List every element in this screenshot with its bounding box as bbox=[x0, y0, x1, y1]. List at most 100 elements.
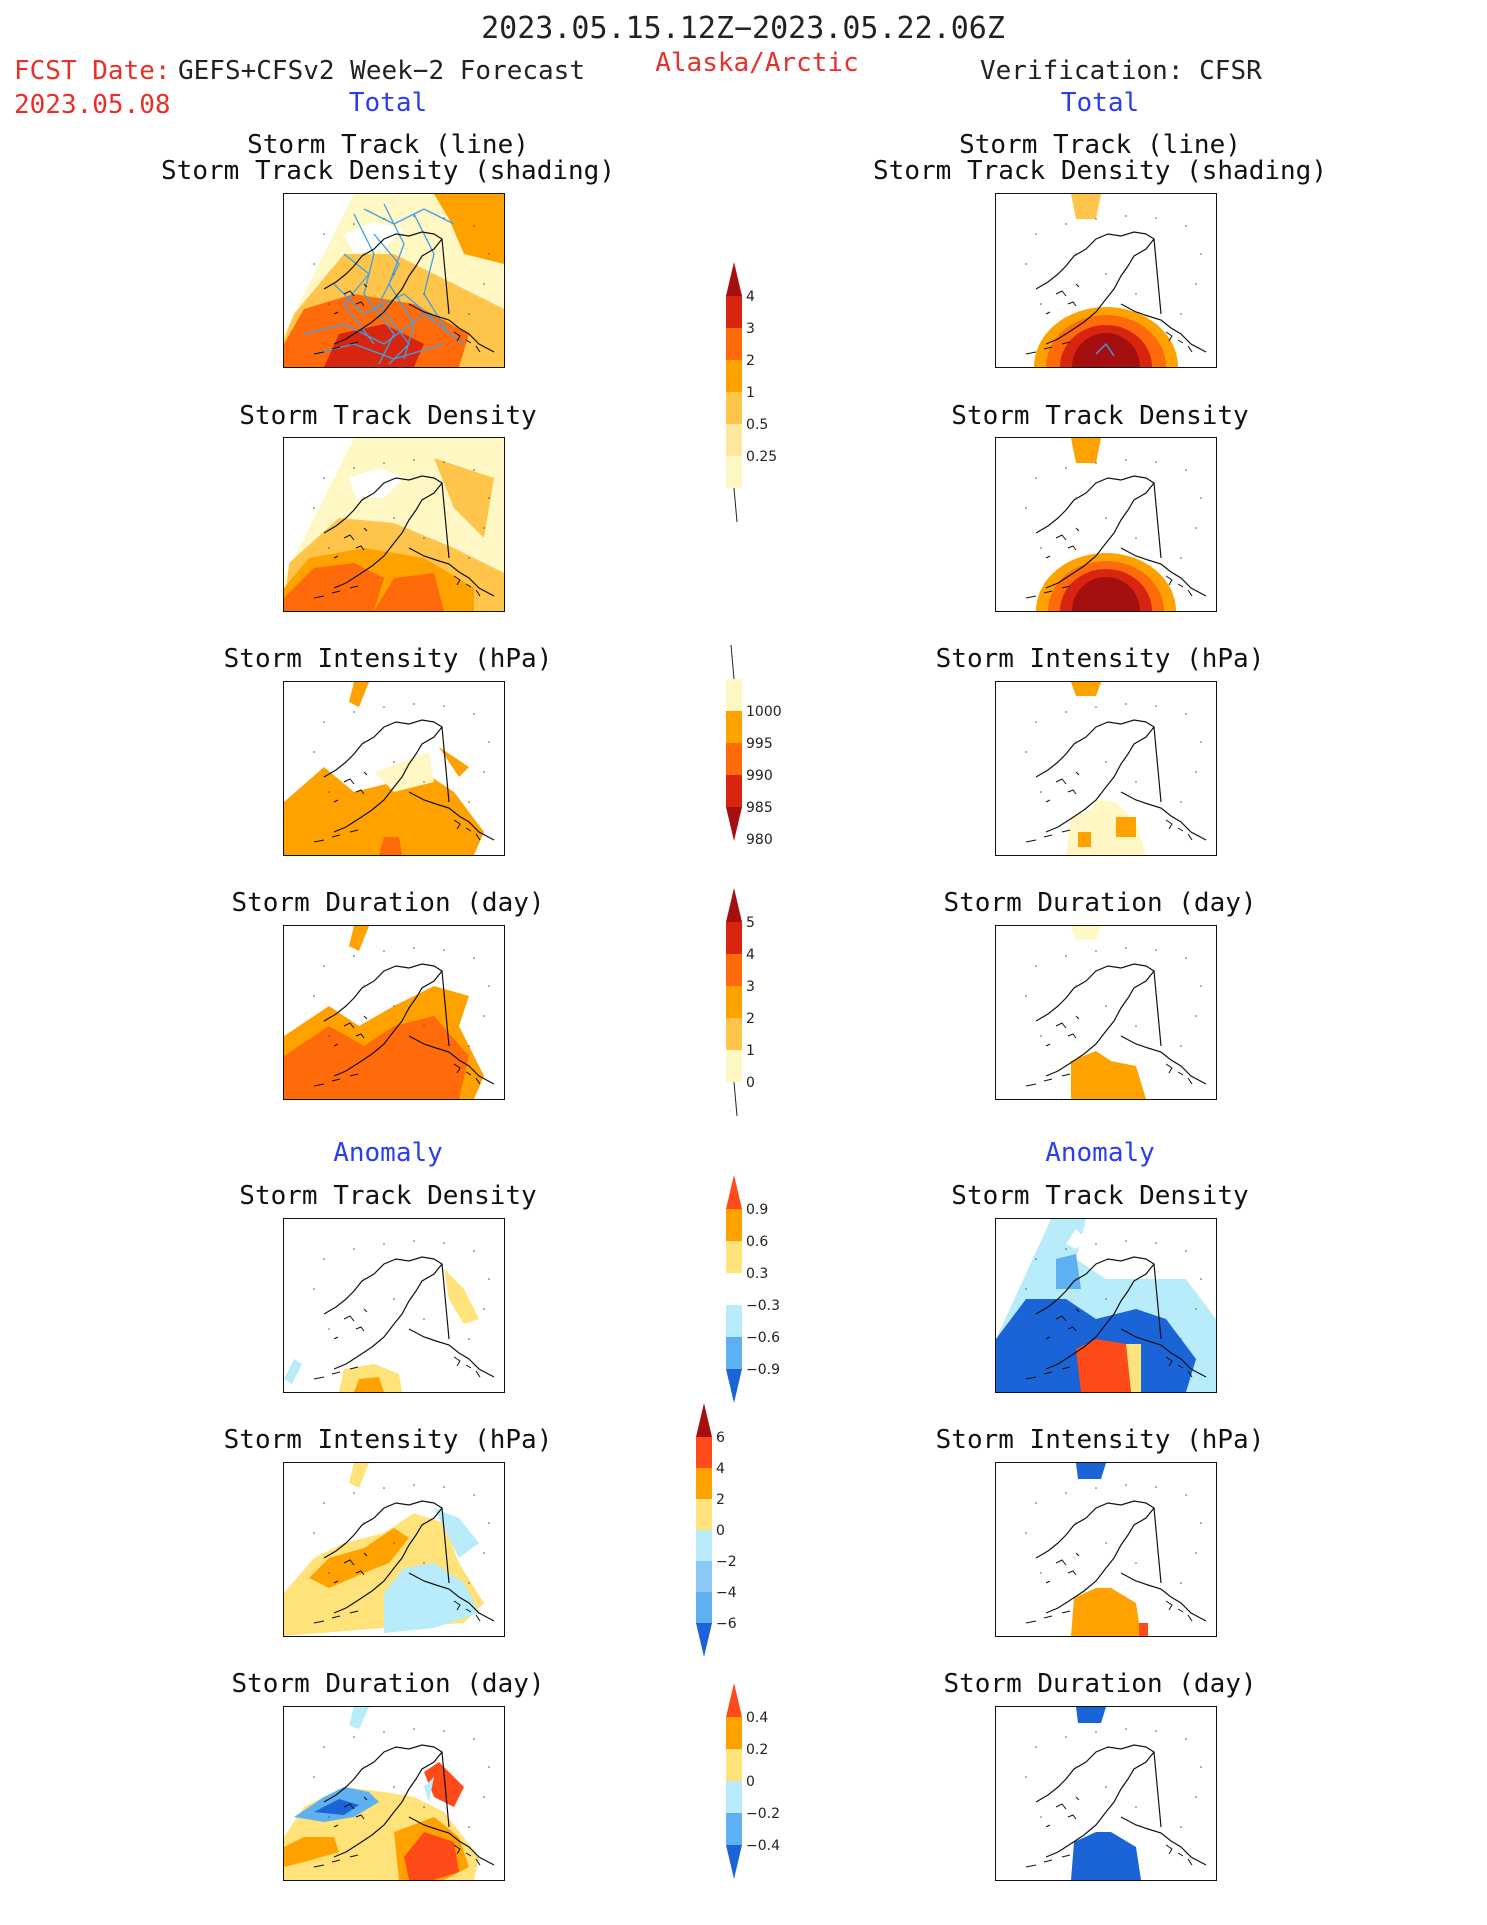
colorbar-tick: 0.6 bbox=[746, 1234, 768, 1250]
anomaly-label-left: Anomaly bbox=[333, 1138, 443, 1168]
colorbar-top-line bbox=[730, 644, 735, 680]
title-anom-intensity-left: Storm Intensity (hPa) bbox=[223, 1425, 553, 1455]
colorbar-box bbox=[726, 1305, 742, 1337]
colorbar-box bbox=[726, 328, 742, 360]
colorbar-bottom-arrow bbox=[726, 1369, 742, 1403]
map-fcst-anom-intensity bbox=[283, 1462, 505, 1637]
colorbar-duration-anom: 0.4 0.2 0 −0.2 −0.4 bbox=[720, 1683, 800, 1923]
verification-label: Verification: CFSR bbox=[980, 56, 1262, 86]
map-fcst-anom-duration bbox=[283, 1706, 505, 1881]
colorbar-tick: 4 bbox=[746, 289, 755, 305]
title-anom-duration-left: Storm Duration (day) bbox=[231, 1669, 545, 1699]
total-label-right: Total bbox=[1060, 88, 1140, 118]
colorbar-box bbox=[726, 1781, 742, 1813]
title-anom-intensity-right: Storm Intensity (hPa) bbox=[935, 1425, 1265, 1455]
colorbar-intensity-total: 1000 995 990 985 980 bbox=[720, 644, 800, 885]
colorbar-box bbox=[696, 1499, 712, 1530]
map-cfsr-anom-intensity bbox=[995, 1462, 1217, 1637]
colorbar-box bbox=[726, 456, 742, 488]
colorbar-box bbox=[726, 922, 742, 954]
colorbar-tick: 0 bbox=[716, 1523, 725, 1539]
colorbar-top-arrow bbox=[696, 1403, 712, 1437]
colorbar-tick: 2 bbox=[746, 353, 755, 369]
colorbar-box bbox=[696, 1561, 712, 1592]
colorbar-tick: −0.9 bbox=[746, 1362, 780, 1378]
colorbar-density-anom: 0.9 0.6 0.3 −0.3 −0.6 −0.9 bbox=[720, 1175, 800, 1460]
map-cfsr-duration bbox=[995, 925, 1217, 1100]
total-label-left: Total bbox=[348, 88, 428, 118]
title-intensity-right: Storm Intensity (hPa) bbox=[935, 644, 1265, 674]
region-label: Alaska/Arctic bbox=[655, 48, 859, 78]
title-anom-density-right: Storm Track Density bbox=[951, 1181, 1249, 1211]
colorbar-tick: 5 bbox=[746, 915, 755, 931]
title-track-shading-left: Storm Track Density (shading) bbox=[161, 156, 615, 186]
colorbar-tick: 2 bbox=[716, 1492, 725, 1508]
colorbar-top-arrow bbox=[726, 1175, 742, 1209]
map-fcst-duration bbox=[283, 925, 505, 1100]
colorbar-box bbox=[726, 743, 742, 775]
colorbar-tick: −2 bbox=[716, 1554, 737, 1570]
map-cfsr-anom-density bbox=[995, 1218, 1217, 1393]
colorbar-box bbox=[696, 1437, 712, 1468]
colorbar-tick: 0.2 bbox=[746, 1742, 768, 1758]
colorbar-tick: −0.6 bbox=[746, 1330, 780, 1346]
map-fcst-density bbox=[283, 437, 505, 612]
colorbar-tick: 3 bbox=[746, 979, 755, 995]
map-cfsr-track-line bbox=[995, 193, 1217, 368]
colorbar-tick: 0.5 bbox=[746, 417, 768, 433]
colorbar-tick: 4 bbox=[716, 1461, 725, 1477]
colorbar-top-arrow bbox=[726, 888, 742, 922]
fcst-date: 2023.05.08 bbox=[14, 90, 171, 120]
colorbar-intensity-anom: 6 4 2 0 −2 −4 −6 bbox=[690, 1403, 770, 1708]
colorbar-box bbox=[726, 1337, 742, 1369]
colorbar-tick: 3 bbox=[746, 321, 755, 337]
colorbar-tick: 995 bbox=[746, 736, 773, 752]
colorbar-tick: −0.3 bbox=[746, 1298, 780, 1314]
colorbar-tick: −6 bbox=[716, 1616, 737, 1632]
colorbar-box bbox=[726, 711, 742, 743]
colorbar-tick: 0.25 bbox=[746, 449, 777, 465]
colorbar-tick: 990 bbox=[746, 768, 773, 784]
colorbar-tick: 980 bbox=[746, 832, 773, 848]
colorbar-box bbox=[726, 1050, 742, 1082]
map-fcst-intensity bbox=[283, 681, 505, 856]
colorbar-box bbox=[726, 424, 742, 456]
title-density-right: Storm Track Density bbox=[951, 401, 1249, 431]
colorbar-box bbox=[726, 1273, 742, 1305]
colorbar-box bbox=[726, 679, 742, 711]
title-anom-duration-right: Storm Duration (day) bbox=[943, 1669, 1257, 1699]
colorbar-box bbox=[696, 1468, 712, 1499]
colorbar-tick: 2 bbox=[746, 1011, 755, 1027]
colorbar-tick: 1 bbox=[746, 385, 755, 401]
colorbar-box bbox=[696, 1592, 712, 1623]
colorbar-tick: 0.3 bbox=[746, 1266, 768, 1282]
map-cfsr-anom-duration bbox=[995, 1706, 1217, 1881]
colorbar-box bbox=[726, 1749, 742, 1781]
colorbar-density-total: 4 3 2 1 0.5 0.25 bbox=[720, 262, 800, 552]
title-track-shading-right: Storm Track Density (shading) bbox=[873, 156, 1327, 186]
colorbar-box bbox=[726, 1241, 742, 1273]
colorbar-top-arrow bbox=[726, 262, 742, 296]
colorbar-tick: 4 bbox=[746, 947, 755, 963]
colorbar-box bbox=[726, 1813, 742, 1845]
colorbar-box bbox=[726, 1209, 742, 1241]
colorbar-bottom-line bbox=[733, 1081, 738, 1117]
colorbar-duration-total: 5 4 3 2 1 0 bbox=[720, 888, 800, 1168]
colorbar-tick: −0.4 bbox=[746, 1838, 780, 1854]
colorbar-tick: 1000 bbox=[746, 704, 782, 720]
colorbar-box bbox=[726, 360, 742, 392]
colorbar-tick: 985 bbox=[746, 800, 773, 816]
colorbar-box bbox=[726, 775, 742, 807]
colorbar-bottom-arrow bbox=[696, 1623, 712, 1657]
map-fcst-anom-density bbox=[283, 1218, 505, 1393]
fcst-source: GEFS+CFSv2 Week−2 Forecast bbox=[178, 56, 585, 86]
map-fcst-track-line bbox=[283, 193, 505, 368]
colorbar-tick: 0 bbox=[746, 1075, 755, 1091]
colorbar-box bbox=[726, 1717, 742, 1749]
colorbar-box bbox=[696, 1530, 712, 1561]
colorbar-box bbox=[726, 954, 742, 986]
title-anom-density-left: Storm Track Density bbox=[239, 1181, 537, 1211]
colorbar-bottom-line bbox=[733, 487, 738, 523]
title-intensity-left: Storm Intensity (hPa) bbox=[223, 644, 553, 674]
colorbar-box bbox=[726, 1018, 742, 1050]
